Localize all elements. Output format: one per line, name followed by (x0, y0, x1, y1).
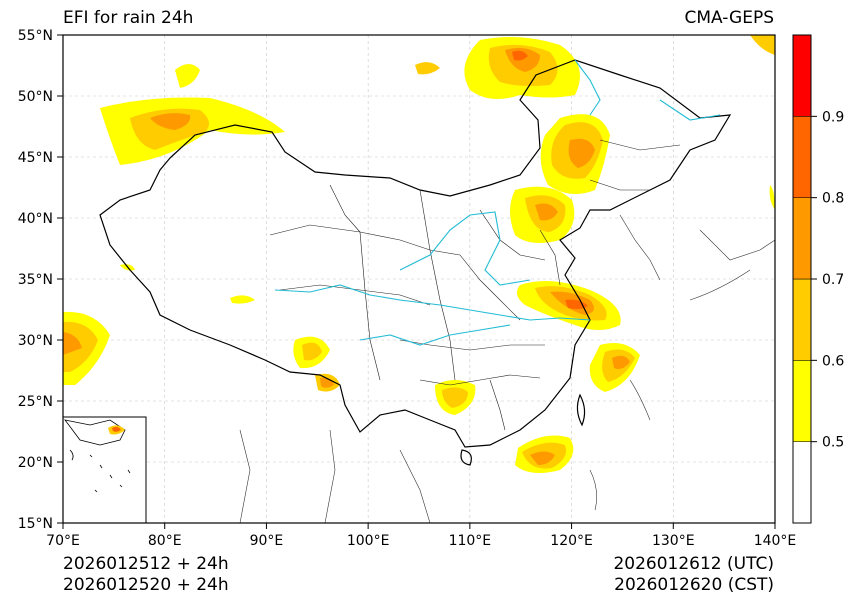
init-cst: 2026012520 + 24h (63, 575, 229, 595)
x-tick-label-1: 80°E (148, 533, 182, 549)
x-tick-label-2: 90°E (250, 533, 284, 549)
y-tick-label-5: 40°N (18, 211, 53, 227)
colorbar-segment-0 (792, 441, 812, 524)
south-china-sea-inset (62, 416, 147, 524)
x-tick-label-3: 100°E (347, 533, 390, 549)
neighbor-boundaries (239, 214, 775, 523)
y-tick-label-8: 55°N (18, 28, 53, 44)
y-tick-label-7: 50°N (18, 89, 53, 105)
china-boundary (99, 59, 732, 466)
colorbar-label-1: 0.6 (822, 353, 844, 369)
colorbar-label-0: 0.5 (822, 435, 844, 451)
colorbar: 0.5 0.6 0.7 0.8 0.9 (792, 34, 844, 524)
gridlines (63, 35, 775, 523)
province-boundaries (269, 139, 681, 431)
y-tick-label-4: 35°N (18, 272, 53, 288)
map-title: EFI for rain 24h (63, 8, 194, 28)
x-tick-label-4: 110°E (449, 533, 492, 549)
valid-time-block: 2026012612 (UTC) 2026012620 (CST) (613, 554, 774, 596)
colorbar-segment-5 (792, 34, 812, 117)
y-tick-label-6: 45°N (18, 150, 53, 166)
x-tick-label-6: 130°E (652, 533, 695, 549)
colorbar-segment-4 (792, 116, 812, 198)
model-name: CMA-GEPS (684, 8, 774, 28)
valid-utc: 2026012612 (UTC) (613, 554, 774, 574)
rivers (274, 59, 721, 346)
x-tick-label-0: 70°E (46, 533, 80, 549)
latitude-axis: 15°N 20°N 25°N 30°N 35°N 40°N 45°N 50°N 55°N (18, 28, 63, 532)
y-tick-label-3: 30°N (18, 333, 53, 349)
colorbar-segment-1 (792, 360, 812, 442)
init-utc: 2026012512 + 24h (63, 554, 229, 574)
y-tick-label-2: 25°N (18, 394, 53, 410)
colorbar-label-3: 0.8 (822, 191, 844, 207)
y-tick-label-1: 20°N (18, 455, 53, 471)
x-tick-label-7: 140°E (754, 533, 797, 549)
longitude-axis: 70°E 80°E 90°E 100°E 110°E 120°E 130°E 140°E (46, 523, 796, 549)
efi-shading (63, 35, 775, 474)
y-tick-label-0: 15°N (18, 516, 53, 532)
valid-cst: 2026012620 (CST) (614, 575, 774, 595)
colorbar-label-4: 0.9 (822, 109, 844, 125)
x-tick-label-5: 120°E (550, 533, 593, 549)
init-time-block: 2026012512 + 24h 2026012520 + 24h (63, 554, 229, 596)
colorbar-segment-2 (792, 278, 812, 361)
colorbar-segment-3 (792, 197, 812, 280)
colorbar-label-2: 0.7 (822, 272, 844, 288)
